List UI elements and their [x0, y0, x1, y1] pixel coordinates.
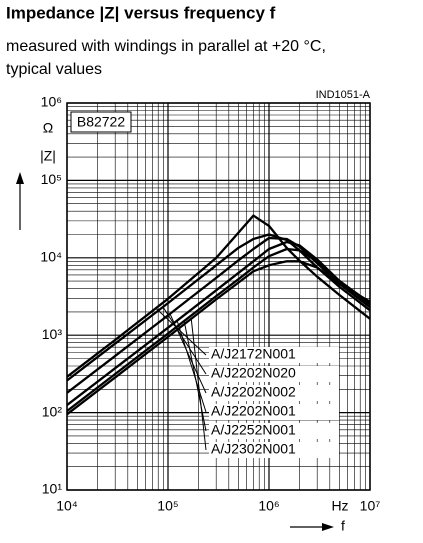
legend-bg: [209, 366, 339, 382]
plot-frame: [66, 102, 371, 491]
x-tick-label: 10⁴: [56, 498, 78, 514]
legend-bg: [209, 385, 339, 401]
legend-bg: [209, 442, 339, 458]
legend-bg: [209, 404, 339, 420]
y-tick-label: 10⁴: [40, 249, 62, 265]
legend-label: A/J2172N001: [211, 346, 296, 362]
chart-subtitle: typical values: [6, 61, 102, 78]
legend-label: A/J2252N001: [211, 422, 296, 438]
y-tick-label: 10¹: [42, 481, 63, 497]
chart-subtitle: measured with windings in parallel at +2…: [6, 38, 326, 55]
y-arrow-head: [16, 172, 24, 184]
leader-line: [183, 320, 207, 432]
box-label: B82722: [77, 114, 125, 130]
leader-line: [162, 306, 207, 375]
label-box: [70, 111, 132, 133]
x-arrow-head: [322, 523, 334, 531]
series-line: [66, 236, 371, 394]
legend-bg: [209, 423, 339, 439]
legend-label: A/J2202N020: [211, 365, 296, 381]
x-unit: Hz: [331, 498, 348, 514]
leader-line: [190, 318, 207, 451]
legend-label: A/J2202N002: [211, 384, 296, 400]
x-tick-label: 10⁶: [258, 498, 279, 514]
y-tick-label: 10⁶: [41, 94, 62, 110]
x-tick-label: 10⁵: [157, 498, 178, 514]
legend-label: A/J2202N001: [211, 403, 296, 419]
y-axis-label: |Z|: [40, 148, 56, 164]
y-unit: Ω: [43, 120, 53, 136]
legend-bg: [209, 347, 339, 363]
figure-code: IND1051-A: [316, 89, 371, 101]
leader-line: [169, 313, 207, 394]
x-axis-label: f: [341, 518, 345, 534]
y-tick-label: 10²: [42, 403, 63, 419]
x-tick-label: 10⁷: [360, 498, 381, 514]
y-tick-label: 10³: [42, 326, 63, 342]
y-tick-label: 10⁵: [41, 171, 62, 187]
chart-title: Impedance |Z| versus frequency f: [6, 3, 276, 22]
series-line: [66, 260, 371, 416]
legend-label: A/J2302N001: [211, 441, 296, 457]
series-line: [66, 214, 371, 378]
leader-line: [176, 320, 207, 413]
series-line: [66, 247, 371, 412]
